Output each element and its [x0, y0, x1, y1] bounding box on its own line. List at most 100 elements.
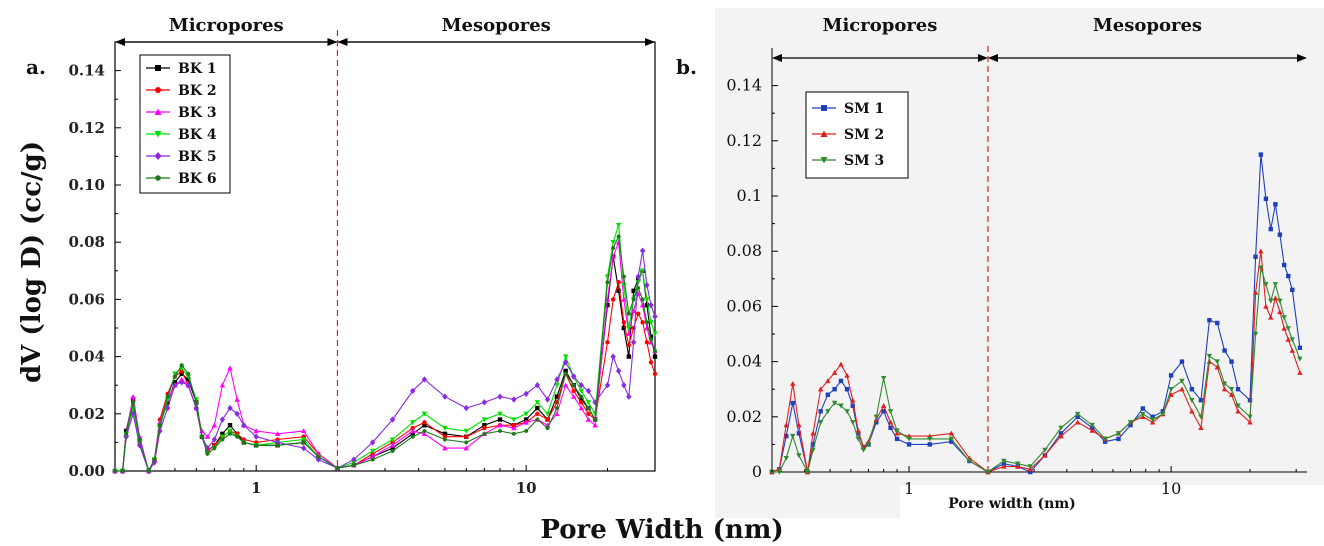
data-point [1252, 289, 1259, 295]
panel-a-x-axis: 1 10 [114, 465, 656, 497]
data-point [369, 439, 376, 446]
data-point [1001, 463, 1007, 469]
data-point [1090, 425, 1095, 431]
y-tick-label: 0.08 [726, 241, 762, 260]
data-point [1285, 326, 1291, 332]
data-point [124, 431, 129, 437]
data-point [1168, 373, 1174, 378]
data-point [1001, 458, 1007, 464]
data-point [810, 430, 816, 436]
data-point [1168, 392, 1174, 397]
data-point [511, 423, 517, 428]
data-point [838, 403, 844, 409]
data-point [644, 340, 650, 345]
data-point [554, 376, 560, 383]
data-point [535, 417, 540, 422]
data-point [610, 297, 616, 302]
data-point [1115, 431, 1122, 437]
legend-label: BK 2 [178, 83, 217, 99]
data-point [825, 378, 831, 384]
series-bk-4 [112, 222, 658, 474]
y-tick-label: 0.06 [726, 296, 762, 315]
data-point [1102, 439, 1108, 444]
data-point [571, 393, 577, 399]
data-point [621, 274, 626, 279]
data-point [369, 454, 376, 459]
data-point [630, 339, 637, 346]
data-point [442, 425, 448, 431]
data-point [1149, 417, 1156, 423]
data-point [888, 425, 893, 431]
legend-label: BK 1 [178, 61, 217, 77]
data-point [817, 386, 824, 392]
legend-marker [155, 175, 161, 181]
panel-b-y-axis: 0 0.02 0.04 0.06 0.08 0.1 0.12 0.14 [726, 76, 778, 481]
data-point [1297, 369, 1303, 375]
data-point [563, 371, 568, 376]
data-point [804, 469, 811, 475]
series-sm-3 [769, 265, 1303, 475]
data-point [1179, 359, 1185, 364]
data-point [563, 368, 568, 374]
data-point [640, 320, 645, 325]
data-point [621, 382, 627, 389]
data-point [894, 428, 900, 434]
legend-label: BK 4 [178, 127, 217, 143]
data-point [410, 387, 416, 395]
data-point [497, 422, 503, 428]
y-tick-label: 0.04 [726, 352, 762, 371]
panel-b-x-axis-title: Pore width (nm) [948, 496, 1076, 512]
data-point [631, 288, 636, 294]
data-point [1297, 356, 1303, 362]
data-point [220, 437, 225, 442]
data-point [194, 400, 199, 405]
data-point [639, 302, 646, 308]
data-point [1273, 202, 1278, 207]
data-point [1189, 398, 1195, 403]
data-point [422, 423, 427, 428]
data-point [442, 445, 448, 451]
data-point [1179, 386, 1185, 392]
y-axis-title: dV (log D) (cc/g) [17, 141, 47, 383]
data-point [464, 440, 469, 445]
data-point [579, 397, 584, 402]
data-point [585, 416, 592, 422]
data-point [1258, 248, 1264, 254]
legend-marker [820, 157, 828, 164]
data-point [652, 313, 658, 320]
data-point [856, 431, 861, 436]
data-point [817, 420, 824, 426]
data-point [131, 400, 135, 405]
x-tick-label: 10 [1161, 479, 1181, 498]
series-line [771, 154, 1301, 473]
data-point [544, 396, 551, 403]
data-point [948, 436, 955, 442]
data-point [585, 400, 592, 406]
panel-b-label-band [900, 485, 1324, 546]
data-point [1207, 318, 1212, 323]
data-point [631, 297, 636, 302]
data-point [219, 434, 226, 440]
data-point [578, 388, 584, 394]
data-point [636, 311, 641, 316]
series-bk-5 [112, 247, 658, 475]
data-point [948, 430, 955, 436]
data-point [442, 431, 448, 437]
data-point [204, 433, 211, 439]
arrowhead-left [337, 38, 348, 46]
data-point [463, 445, 469, 451]
data-point [482, 425, 487, 431]
data-point [1127, 420, 1134, 426]
data-point [1285, 336, 1291, 342]
data-point [844, 409, 850, 414]
data-point [1001, 461, 1007, 466]
data-point [234, 410, 240, 417]
legend-marker [154, 131, 162, 138]
data-point [579, 394, 584, 399]
data-point [1058, 431, 1064, 436]
y-tick-label: 0.12 [726, 131, 762, 150]
data-point [1075, 414, 1080, 419]
data-point [422, 428, 427, 434]
data-point [535, 411, 540, 416]
data-point [1247, 414, 1253, 420]
